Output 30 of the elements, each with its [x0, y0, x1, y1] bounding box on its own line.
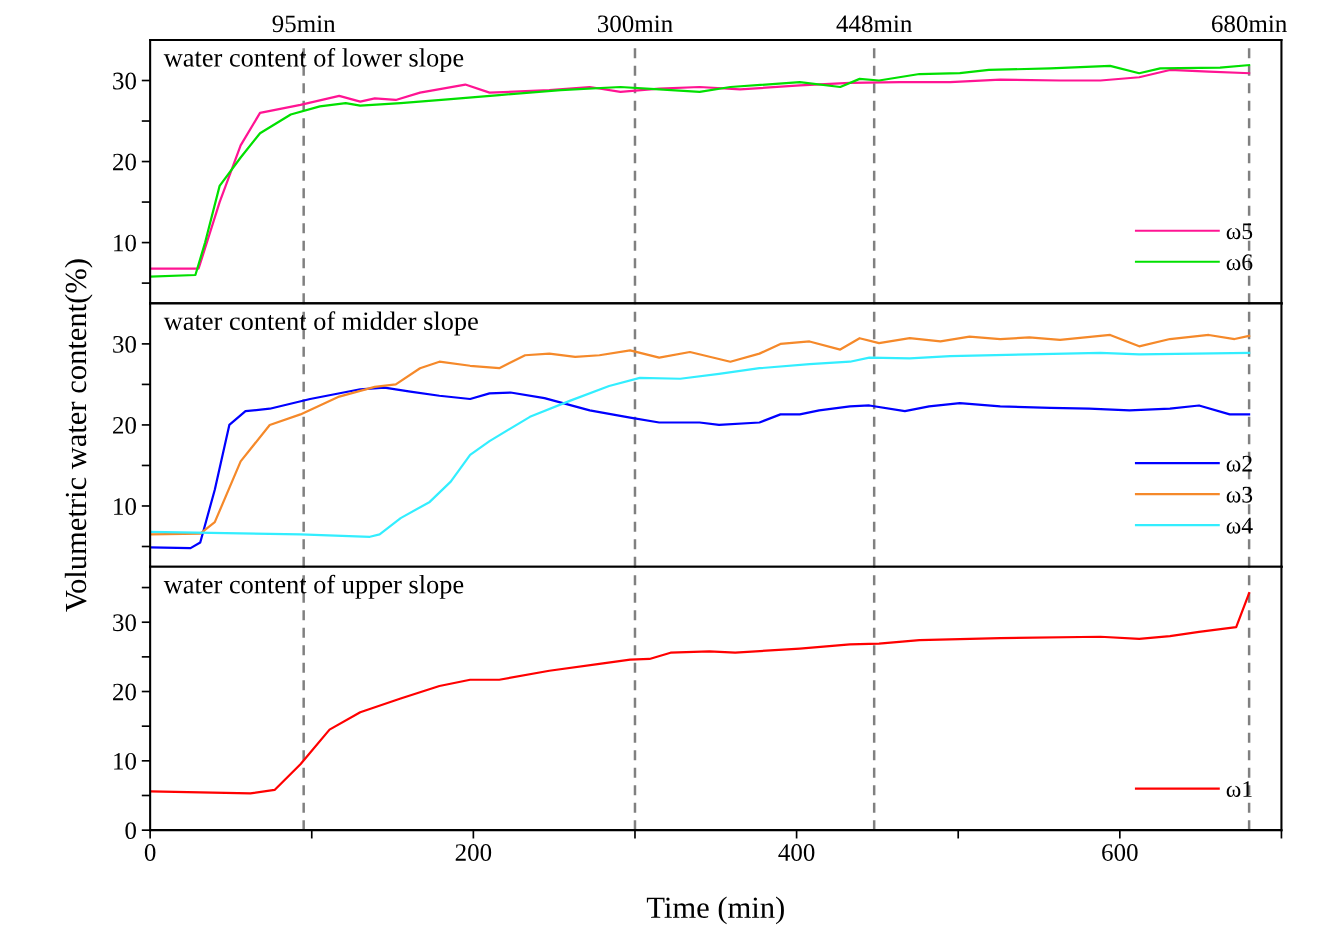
y-tick-label: 30	[113, 335, 136, 353]
legend-label: ω2	[1226, 455, 1252, 472]
y-tick-label: 20	[113, 683, 136, 701]
x-axis-title: Time (min)	[646, 896, 784, 925]
y-tick-label: 10	[114, 752, 136, 770]
ref-line-label: 95min	[272, 15, 336, 33]
y-tick-label: 20	[113, 416, 136, 434]
x-tick-label: 600	[1102, 844, 1138, 861]
legend-label: ω5	[1226, 223, 1253, 240]
annotation: water content of lower slope	[163, 47, 464, 73]
y-tick-label: 10	[114, 498, 136, 515]
y-axis-title: Volumetric water content(%)	[64, 259, 93, 612]
y-tick-label: 10	[114, 234, 136, 252]
ref-line-label: 448min	[836, 15, 912, 33]
y-tick-label: 0	[125, 822, 136, 840]
annotation: water content of upper slope	[163, 574, 464, 599]
legend-label: ω6	[1226, 254, 1253, 271]
x-tick-label: 0	[144, 844, 156, 861]
line-series	[150, 386, 1251, 550]
x-tick-label: 400	[778, 844, 815, 861]
legend-label: ω4	[1226, 517, 1253, 534]
y-tick-label: 30	[113, 614, 136, 632]
legend-label: ω3	[1226, 486, 1253, 503]
x-tick-label: 200	[455, 844, 492, 861]
annotation: water content of midder slope	[163, 311, 478, 336]
y-tick-label: 20	[113, 153, 136, 171]
y-tick-label: 30	[113, 72, 136, 90]
ref-line-label: 300min	[597, 15, 673, 33]
legend-label: ω1	[1226, 781, 1252, 798]
ref-line-label: 680min	[1212, 15, 1287, 33]
